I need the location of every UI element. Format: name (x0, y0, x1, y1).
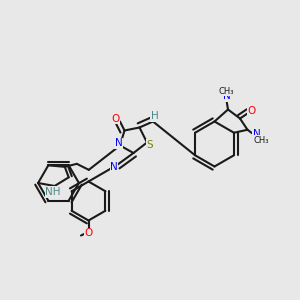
Text: O: O (84, 228, 93, 238)
Text: O: O (111, 113, 120, 124)
Text: O: O (247, 106, 256, 116)
Text: N: N (253, 129, 260, 139)
Text: H: H (151, 111, 158, 121)
Text: N: N (223, 91, 230, 101)
Text: N: N (110, 162, 118, 172)
Text: CH₃: CH₃ (219, 87, 234, 96)
Text: N: N (115, 138, 122, 148)
Text: S: S (146, 140, 153, 150)
Text: NH: NH (45, 187, 61, 197)
Text: CH₃: CH₃ (253, 136, 269, 145)
